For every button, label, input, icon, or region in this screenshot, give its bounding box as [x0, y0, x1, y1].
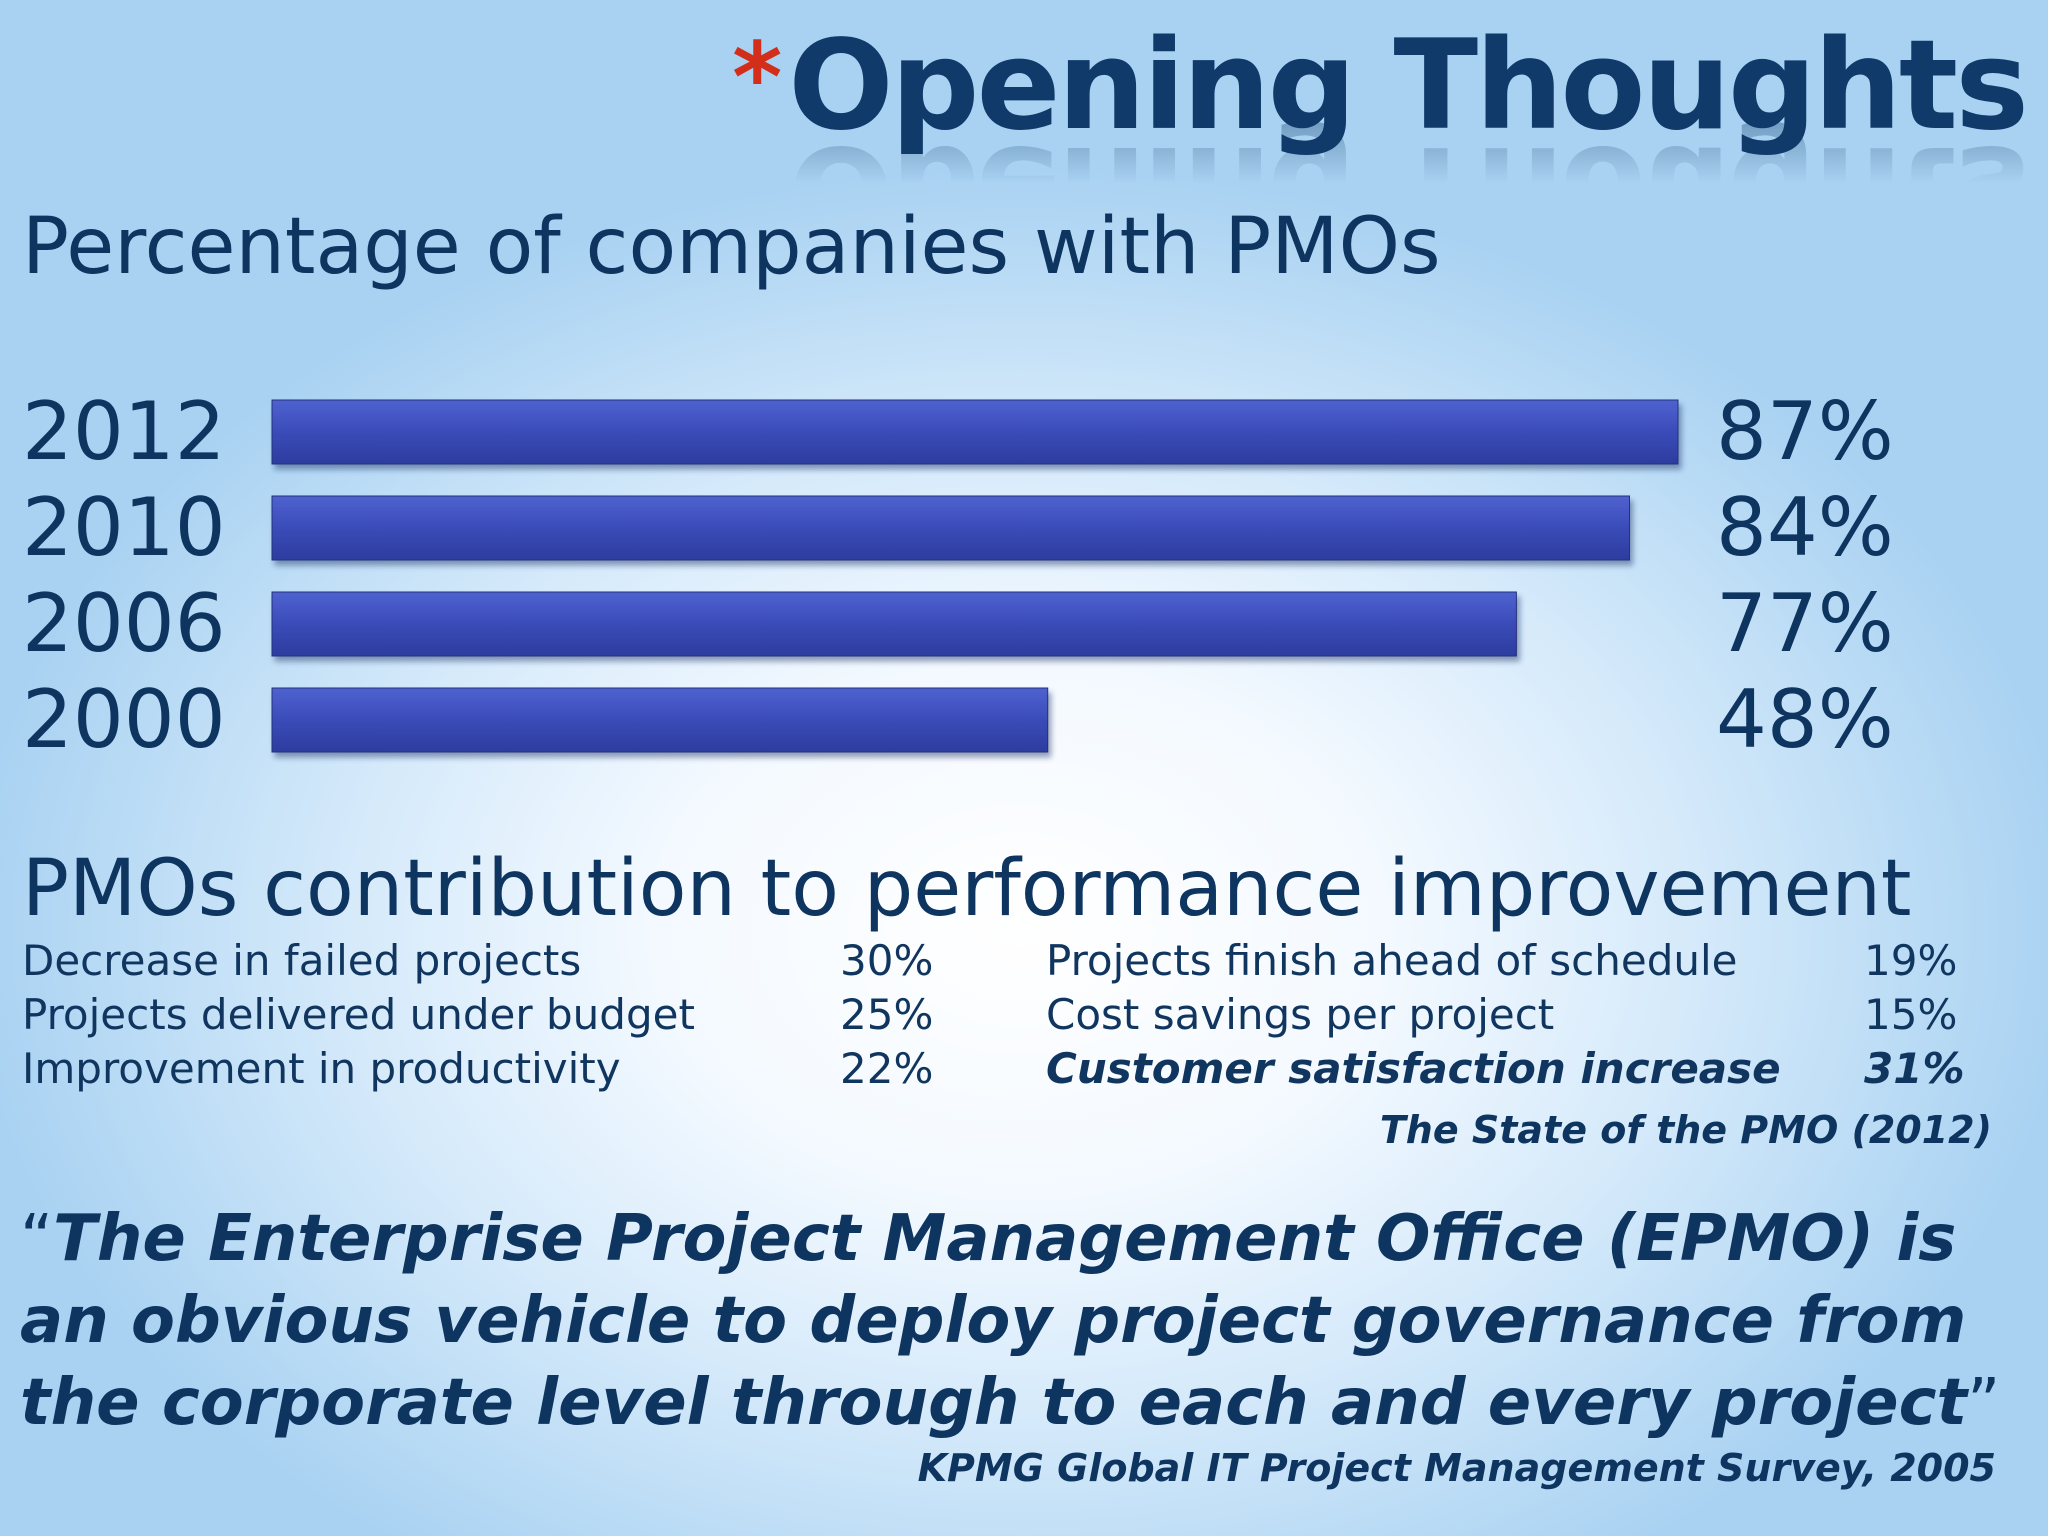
value-label-2010: 84% — [1716, 481, 1894, 574]
epmo-quote: “The Enterprise Project Management Offic… — [20, 1198, 2030, 1444]
title-star: * — [732, 22, 783, 134]
value-label-2000: 48% — [1716, 673, 1894, 766]
stat-value-left-2: 22% — [840, 1044, 934, 1093]
stat-value-right-0: 19% — [1864, 936, 1958, 985]
stat-label-right-0: Projects finish ahead of schedule — [1046, 936, 1738, 985]
stat-label-left-1: Projects delivered under budget — [22, 990, 695, 1039]
stat-value-left-1: 25% — [840, 990, 934, 1039]
title-text: Opening Thoughts — [788, 14, 2029, 158]
quote-source: KPMG Global IT Project Management Survey… — [917, 1446, 1996, 1490]
value-label-2006: 77% — [1716, 577, 1894, 670]
bar-2000 — [271, 687, 1049, 753]
quote-close-mark: ” — [1967, 1366, 2001, 1440]
bar-2012 — [271, 399, 1679, 465]
stat-label-left-2: Improvement in productivity — [22, 1044, 621, 1093]
stat-value-right-2: 31% — [1864, 1044, 1965, 1093]
pmo-percentage-bar-chart: 2012 87% 2010 84% 2006 77% 2000 48% — [22, 385, 1894, 766]
performance-heading: PMOs contribution to performance improve… — [22, 844, 1912, 934]
category-label-2000: 2000 — [22, 673, 226, 766]
value-label-2012: 87% — [1716, 385, 1894, 478]
category-label-2012: 2012 — [22, 385, 226, 478]
stat-label-left-0: Decrease in failed projects — [22, 936, 582, 985]
category-label-2006: 2006 — [22, 577, 226, 670]
bar-2010 — [271, 495, 1631, 561]
stat-label-right-1: Cost savings per project — [1046, 990, 1555, 1039]
slide-title: * Opening Thoughts — [732, 14, 2029, 158]
performance-source: The State of the PMO (2012) — [1379, 1108, 1992, 1152]
chart-title: Percentage of companies with PMOs — [22, 202, 1441, 292]
stat-label-right-2: Customer satisfaction increase — [1046, 1044, 1781, 1093]
quote-open-mark: “ — [20, 1202, 54, 1276]
category-label-2010: 2010 — [22, 481, 226, 574]
stat-value-left-0: 30% — [840, 936, 934, 985]
stat-value-right-1: 15% — [1864, 990, 1958, 1039]
quote-text: The Enterprise Project Management Office… — [20, 1202, 1968, 1440]
bar-2006 — [271, 591, 1517, 657]
